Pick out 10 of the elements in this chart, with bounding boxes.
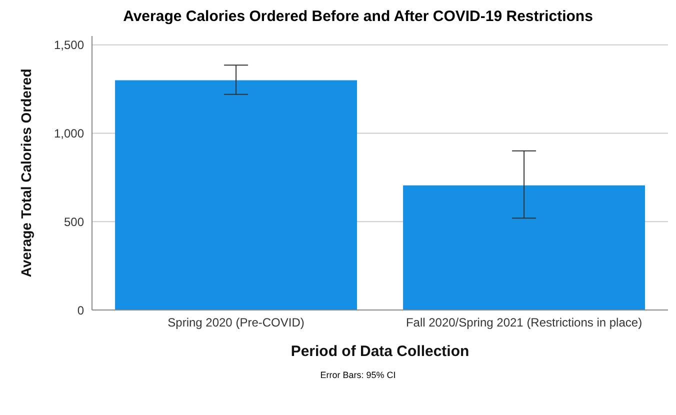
- y-tick-label: 0: [77, 303, 84, 318]
- y-axis-title: Average Total Calories Ordered: [18, 68, 34, 278]
- y-tick-label: 1,500: [54, 38, 84, 52]
- y-tick-label: 1,000: [54, 126, 84, 140]
- y-tick-label: 500: [64, 214, 84, 229]
- x-tick-label: Fall 2020/Spring 2021 (Restrictions in place): [406, 316, 642, 330]
- x-tick-label: Spring 2020 (Pre-COVID): [168, 316, 304, 330]
- text: Error Bars: 95% CI: [319, 370, 397, 380]
- chart-title: Average Calories Ordered Before and After COVID-19 Restrictions: [122, 8, 594, 27]
- x-axis-title: Period of Data Collection: [290, 343, 470, 360]
